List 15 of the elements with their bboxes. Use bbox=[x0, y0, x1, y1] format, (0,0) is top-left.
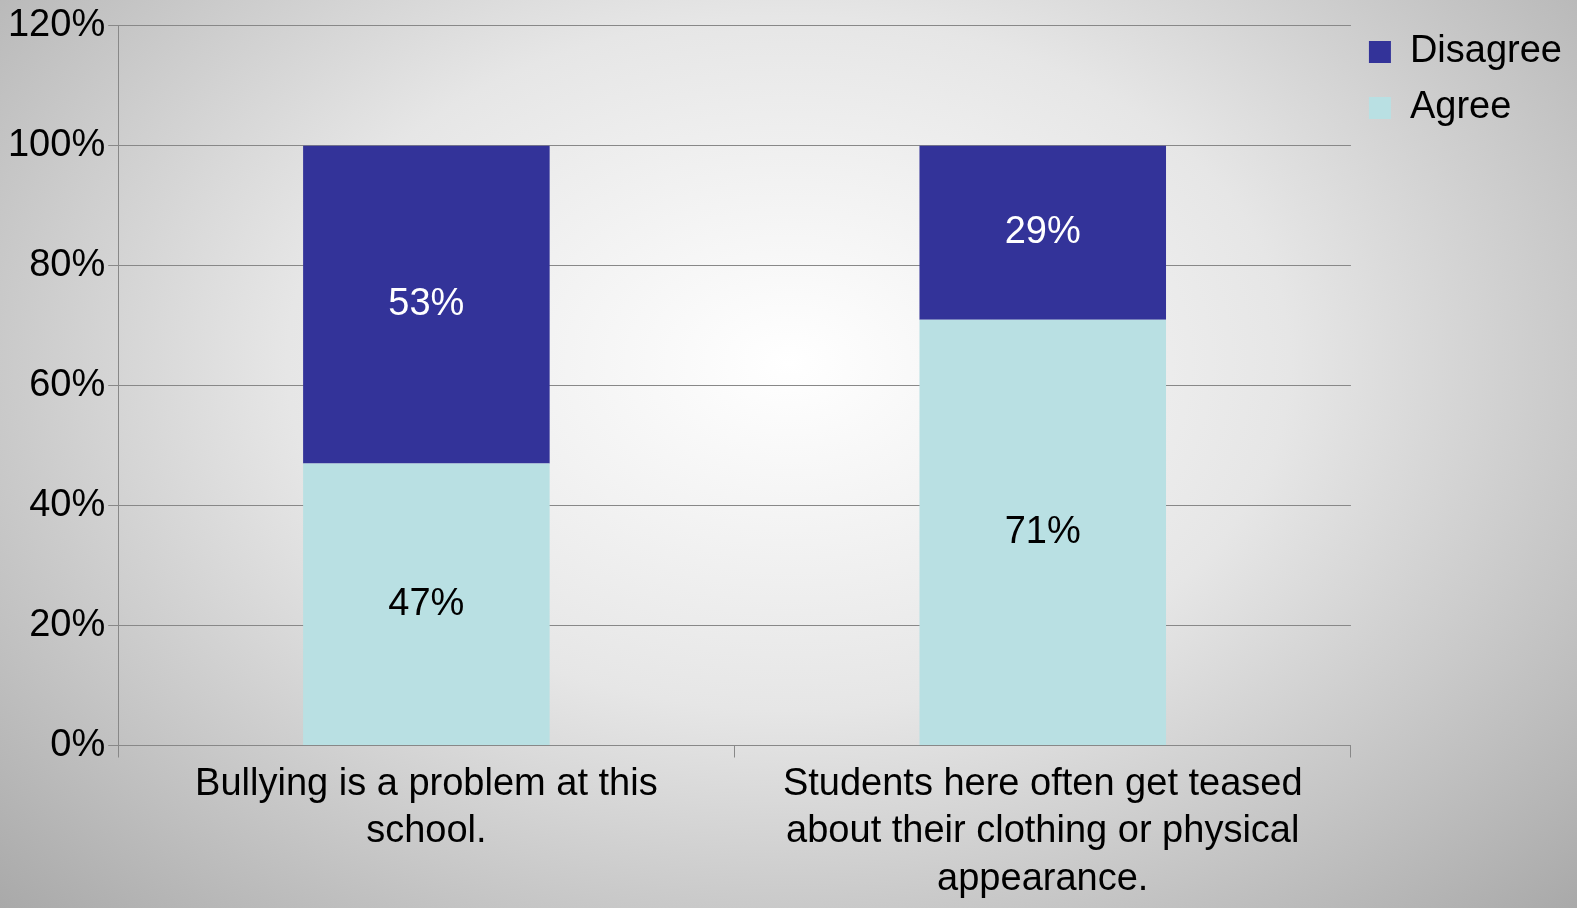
legend-label: Disagree bbox=[1409, 28, 1562, 71]
x-tick-label: Students here often get teased about their clothing or physical appearance. bbox=[782, 760, 1303, 898]
data-label: 29% bbox=[1004, 209, 1081, 252]
data-label: 71% bbox=[1004, 508, 1081, 551]
y-tick-label: 120% bbox=[7, 2, 106, 45]
y-tick-label: 100% bbox=[7, 122, 106, 165]
y-tick-label: 0% bbox=[50, 721, 106, 764]
y-tick-label: 80% bbox=[29, 242, 106, 285]
y-tick-label: 60% bbox=[29, 362, 106, 405]
y-tick-label: 20% bbox=[29, 602, 106, 645]
data-label: 47% bbox=[388, 580, 465, 623]
data-label: 53% bbox=[388, 281, 465, 324]
x-tick-label: Bullying is a problem at this school. bbox=[195, 760, 658, 851]
legend-label: Agree bbox=[1409, 84, 1512, 127]
y-tick-label: 40% bbox=[29, 482, 106, 525]
